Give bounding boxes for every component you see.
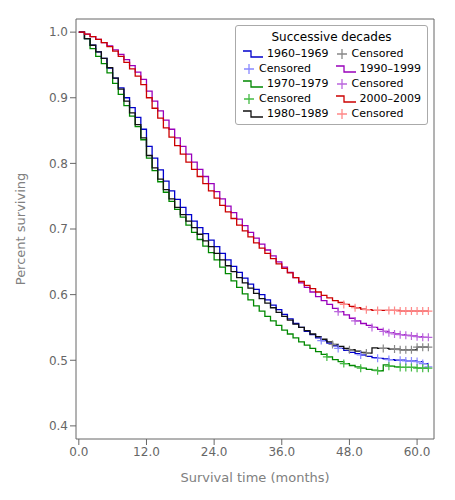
svg-text:Percent surviving: Percent surviving bbox=[13, 173, 28, 286]
html-text:Censored: Censored bbox=[351, 77, 404, 90]
html-text:Censored: Censored bbox=[351, 47, 404, 60]
svg-text:1.0: 1.0 bbox=[49, 25, 68, 39]
html-text:1990–1999: 1990–1999 bbox=[359, 62, 421, 75]
html-text:2000–2009: 2000–2009 bbox=[359, 92, 421, 105]
svg-text:0.9: 0.9 bbox=[49, 91, 68, 105]
svg-text:48.0: 48.0 bbox=[336, 445, 363, 459]
html-text:Censored: Censored bbox=[259, 62, 311, 75]
svg-text:0.6: 0.6 bbox=[49, 288, 68, 302]
svg-text:0.7: 0.7 bbox=[49, 222, 68, 236]
html-text:1980–1989: 1980–1989 bbox=[267, 107, 329, 120]
svg-text:36.0: 36.0 bbox=[268, 445, 295, 459]
html-text:1970–1979: 1970–1979 bbox=[267, 77, 329, 90]
svg-text:24.0: 24.0 bbox=[201, 445, 228, 459]
svg-text:0.8: 0.8 bbox=[49, 157, 68, 171]
html-text:Successive decades: Successive decades bbox=[271, 30, 392, 44]
svg-text:0.5: 0.5 bbox=[49, 354, 68, 368]
html-text:1960–1969: 1960–1969 bbox=[267, 47, 329, 60]
svg-text:60.0: 60.0 bbox=[404, 445, 431, 459]
svg-text:0.4: 0.4 bbox=[49, 419, 68, 433]
svg-text:0.0: 0.0 bbox=[69, 445, 88, 459]
svg-text:12.0: 12.0 bbox=[133, 445, 160, 459]
html-text:Censored: Censored bbox=[259, 92, 311, 105]
html-text:Censored: Censored bbox=[351, 107, 404, 120]
svg-text:Survival time (months): Survival time (months) bbox=[180, 470, 329, 485]
